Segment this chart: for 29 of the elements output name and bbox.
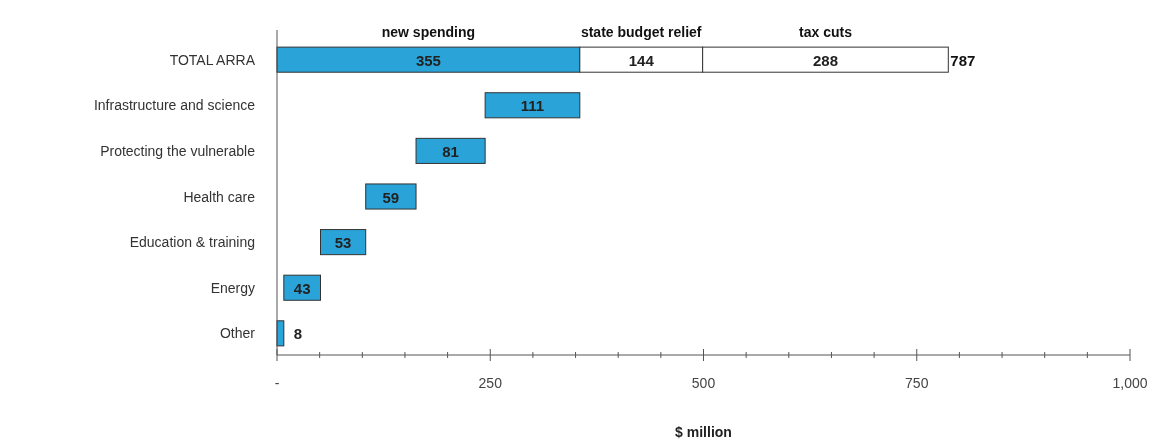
series-label: tax cuts [799, 24, 853, 41]
x-tick-label: - [274, 375, 280, 391]
data-label: 43 [293, 279, 311, 297]
data-label: 8 [293, 325, 302, 343]
data-label: 111 [520, 97, 545, 115]
series-label: new spending [381, 24, 476, 41]
series-label: state budget relief [580, 24, 702, 41]
data-label: 288 [812, 51, 838, 69]
x-axis-title: $ million [675, 424, 732, 440]
y-tick-label: Health care [183, 188, 256, 205]
x-tick-label: 1,000 [1112, 375, 1148, 391]
data-label: 355 [415, 51, 441, 69]
total-label: 787 [950, 51, 976, 69]
y-tick-label: Infrastructure and science [93, 97, 256, 114]
data-label: 53 [334, 234, 352, 252]
bar [484, 92, 581, 119]
y-tick-label: TOTAL ARRA [169, 51, 256, 68]
y-tick-label: Education & training [129, 234, 255, 251]
x-tick-label: 750 [905, 375, 929, 391]
bar [415, 137, 486, 164]
data-label: 144 [628, 51, 655, 69]
x-tick-label: 500 [691, 375, 716, 391]
data-label: 59 [382, 188, 400, 206]
data-label: 81 [442, 142, 459, 160]
y-tick-label: Protecting the vulnerable [100, 142, 256, 159]
bar [365, 183, 417, 210]
y-tick-label: Other [219, 325, 256, 342]
x-tick-label: 250 [478, 375, 503, 391]
y-tick-label: Energy [210, 279, 255, 296]
